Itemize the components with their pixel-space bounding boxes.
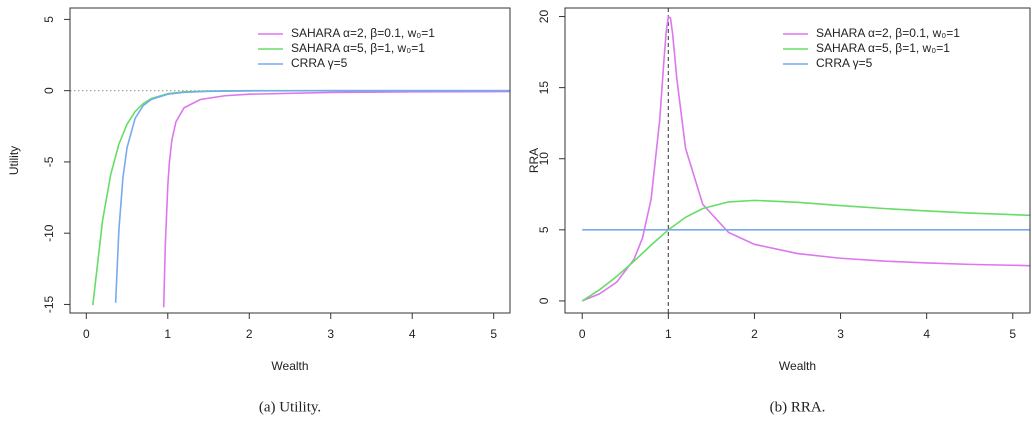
- y-tick-label: -5: [42, 156, 56, 167]
- plot-area: [581, 15, 1031, 302]
- y-tick-label: 10: [537, 152, 551, 166]
- legend-label: SAHARA α=5, β=1, w₀=1: [291, 41, 425, 55]
- series-line: [162, 90, 510, 308]
- y-tick-label: -15: [42, 295, 56, 313]
- legend-label: SAHARA α=2, β=0.1, w₀=1: [291, 26, 435, 40]
- panel: 0 1 2 3 4 5 0 5 10 15 20 SAHARA α=2, β=0.1, w₀=1SAH…: [527, 7, 1031, 415]
- y-tick-label: 0: [537, 297, 551, 304]
- legend-label: SAHARA α=5, β=1, w₀=1: [816, 41, 950, 55]
- x-tick-label: 5: [1009, 327, 1016, 341]
- legend-label: CRRA γ=5: [291, 56, 348, 70]
- plot-frame: [564, 7, 1031, 314]
- x-axis-label: Wealth: [779, 359, 816, 373]
- y-tick-label: 20: [537, 10, 551, 24]
- y-axis-label: Utility: [7, 146, 21, 175]
- y-axis-label: RRA: [527, 148, 541, 173]
- x-tick-label: 1: [164, 327, 171, 341]
- y-tick-label: 5: [537, 226, 551, 233]
- x-tick-label: 2: [246, 327, 253, 341]
- x-tick-label: 3: [327, 327, 334, 341]
- y-tick-label: 15: [537, 81, 551, 95]
- plot-area: [92, 89, 510, 308]
- series-line: [581, 15, 1031, 302]
- y-tick-label: 0: [42, 87, 56, 94]
- series-line: [92, 89, 510, 306]
- panel: 0 1 2 3 4 5 -15 -10 -5 0 5 SAHARA α=2, β=0.1, w₀=1S…: [7, 7, 511, 415]
- plot-frame: [69, 7, 511, 314]
- x-tick-label: 4: [923, 327, 930, 341]
- x-tick-label: 0: [579, 327, 586, 341]
- series-line: [114, 89, 510, 303]
- x-axis-label: Wealth: [271, 359, 308, 373]
- x-tick-label: 2: [751, 327, 758, 341]
- legend-label: CRRA γ=5: [816, 56, 873, 70]
- x-tick-label: 1: [665, 327, 672, 341]
- x-tick-label: 0: [83, 327, 90, 341]
- legend-label: SAHARA α=2, β=0.1, w₀=1: [816, 26, 960, 40]
- y-tick-label: 5: [42, 16, 56, 23]
- x-tick-label: 4: [409, 327, 416, 341]
- caption: (b) RRA.: [770, 399, 826, 415]
- x-tick-label: 3: [837, 327, 844, 341]
- caption: (a) Utility.: [259, 399, 321, 415]
- y-tick-label: -10: [42, 224, 56, 242]
- x-tick-label: 5: [490, 327, 497, 341]
- series-line: [581, 199, 1031, 302]
